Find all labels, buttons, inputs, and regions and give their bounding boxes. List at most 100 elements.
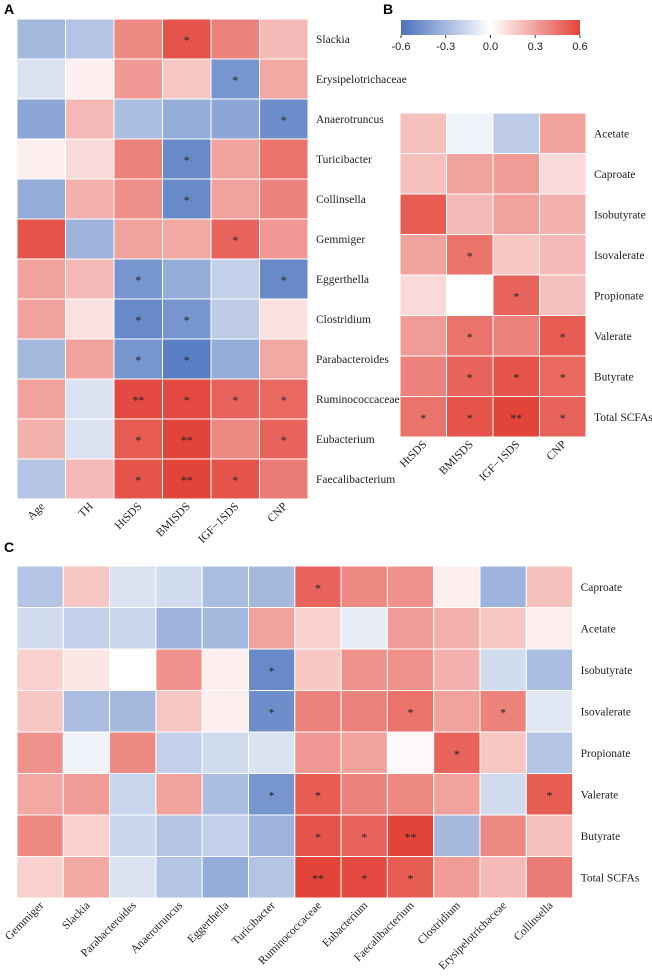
heatmap-a-significance: * (184, 313, 190, 327)
heatmap-c-cell (109, 565, 157, 608)
heatmap-a-cell (210, 98, 260, 140)
heatmap-b-significance: * (467, 370, 473, 384)
heatmap-a-significance: * (281, 433, 287, 447)
heatmap-c-significance: * (546, 788, 552, 802)
heatmap-a-cell (162, 58, 212, 100)
heatmap-c-cell (109, 690, 157, 733)
heatmap-c-cell (62, 607, 111, 650)
legend-tick-label: 0.3 (528, 41, 543, 53)
heatmap-c-cell (248, 773, 296, 816)
heatmap-a-significance: ** (181, 473, 193, 487)
panel-label-b: B (383, 1, 393, 17)
heatmap-b-significance: * (467, 411, 473, 425)
heatmap-b-cell (539, 274, 587, 316)
heatmap-c-cell (340, 690, 388, 733)
heatmap-a-significance: * (281, 393, 287, 407)
heatmap-c-cell (155, 773, 203, 816)
heatmap-a-significance: * (184, 193, 190, 207)
heatmap-b-col-label: IGF−1SDS (477, 439, 522, 484)
heatmap-a-cell (259, 378, 309, 420)
heatmap-c-cell (109, 731, 157, 774)
heatmap-c-cell (201, 814, 249, 857)
heatmap-a-cell (65, 138, 115, 180)
heatmap-c-row-label: Isobutyrate (581, 665, 633, 677)
heatmap-c-cell (16, 731, 64, 774)
heatmap-a-cell (16, 58, 66, 100)
heatmap-a-cell (16, 18, 66, 60)
heatmap-c-cell (248, 814, 296, 857)
heatmap-b-col-label: HtSDS (398, 439, 430, 471)
heatmap-a-cell (65, 298, 115, 340)
heatmap-c-significance: * (315, 581, 321, 595)
heatmap-c-cell (62, 773, 111, 816)
heatmap-c-significance: * (408, 871, 414, 885)
heatmap-c-cell (155, 690, 203, 733)
heatmap-c-cell (109, 856, 157, 899)
heatmap-c-cell (525, 814, 574, 857)
heatmap-a-cell (162, 18, 212, 60)
heatmap-c-cell (525, 773, 574, 816)
heatmap-c-row-label: Propionate (581, 748, 631, 760)
heatmap-c-cell (433, 814, 481, 857)
heatmap-c-cell (340, 773, 388, 816)
heatmap-a-cell (210, 258, 260, 300)
heatmap-b-significance: * (513, 289, 519, 303)
heatmap-a-row-label: Gemmiger (316, 234, 365, 246)
heatmap-c-cell (479, 731, 527, 774)
heatmap-a-row-label: Erysipelotrichaceae (316, 74, 407, 86)
heatmap-c-cell (340, 607, 388, 650)
heatmap-c-cell (201, 565, 249, 608)
heatmap-b-row-label: Isobutyrate (594, 209, 646, 221)
heatmap-b-cell (492, 193, 540, 235)
heatmap-a-significance: * (135, 273, 141, 287)
heatmap-a-significance: * (232, 73, 238, 87)
heatmap-a-cell (113, 18, 163, 60)
heatmap-c-cell (433, 856, 481, 899)
heatmap-a-cell (162, 338, 212, 380)
heatmap-c-significance: * (269, 705, 275, 719)
heatmap-c-cell (294, 856, 342, 899)
heatmap-b-cell (399, 274, 447, 316)
heatmap-a-cell (259, 138, 309, 180)
heatmap-b-cell (399, 153, 447, 195)
heatmap-c-row-label: Valerate (581, 789, 619, 801)
heatmap-c-significance: * (454, 747, 460, 761)
heatmap-a-cell (259, 458, 309, 500)
heatmap-c-row-label: Caproate (581, 582, 623, 594)
heatmap-a-significance: * (135, 433, 141, 447)
heatmap-c-cell (433, 607, 481, 650)
heatmap-c-cell (155, 856, 203, 899)
heatmap-a-cell (259, 338, 309, 380)
heatmap-c-cell (433, 690, 481, 733)
heatmap-a-cell (65, 338, 115, 380)
heatmap-a-row-label: Ruminococcaceae (316, 394, 400, 406)
heatmap-c-significance: * (500, 705, 506, 719)
heatmap-c-significance: * (269, 664, 275, 678)
heatmap-b-cell (446, 193, 494, 235)
heatmap-c-cell (386, 565, 435, 608)
heatmap-c: *** * *** * ** * **** * *CaproateAcetateIsobutyr… (3, 565, 640, 972)
heatmap-c-cell (340, 648, 388, 691)
heatmap-b-cell (399, 193, 447, 235)
heatmap-a-cell (65, 218, 115, 260)
heatmap-a-row-label: Slackia (316, 34, 350, 46)
heatmap-b-row-label: Butyrate (594, 371, 634, 383)
heatmap-a-row-label: Parabacteroides (316, 354, 389, 366)
heatmap-c-col-label: Slackia (60, 900, 92, 932)
heatmap-b-cell (446, 234, 494, 276)
legend-tick-label: -0.3 (436, 41, 455, 53)
heatmap-c-cell (16, 690, 64, 733)
heatmap-b-cell (446, 153, 494, 195)
legend-tick-label: 0.0 (483, 41, 498, 53)
heatmap-c-cell (16, 607, 64, 650)
heatmap-c-cell (62, 648, 111, 691)
heatmap-c-cell (340, 856, 388, 899)
heatmap-a-cell (162, 98, 212, 140)
heatmap-c-cell (16, 648, 64, 691)
heatmap-c-cell (16, 773, 64, 816)
heatmap-a-cell (162, 418, 212, 460)
heatmap-a-cell (259, 58, 309, 100)
heatmap-a-cell (16, 378, 66, 420)
heatmap-a-cell (259, 418, 309, 460)
heatmap-b-cell (492, 112, 540, 154)
